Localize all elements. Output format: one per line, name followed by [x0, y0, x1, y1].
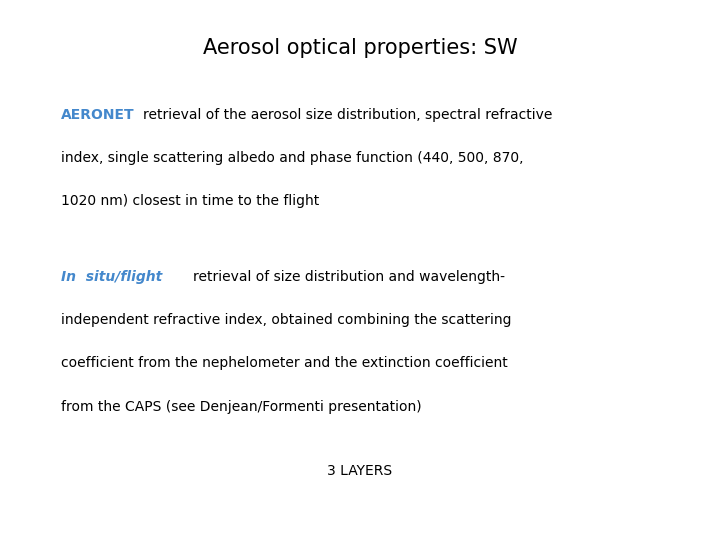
Text: AERONET: AERONET	[61, 108, 135, 122]
Text: 1020 nm) closest in time to the flight: 1020 nm) closest in time to the flight	[61, 194, 320, 208]
Text: Aerosol optical properties: SW: Aerosol optical properties: SW	[203, 38, 517, 58]
Text: coefficient from the nephelometer and the extinction coefficient: coefficient from the nephelometer and th…	[61, 356, 508, 370]
Text: from the CAPS (see Denjean/Formenti presentation): from the CAPS (see Denjean/Formenti pres…	[61, 400, 422, 414]
Text: In  situ/flight: In situ/flight	[61, 270, 163, 284]
Text: index, single scattering albedo and phase function (440, 500, 870,: index, single scattering albedo and phas…	[61, 151, 523, 165]
Text: 3 LAYERS: 3 LAYERS	[328, 464, 392, 478]
Text: independent refractive index, obtained combining the scattering: independent refractive index, obtained c…	[61, 313, 512, 327]
Text: retrieval of the aerosol size distribution, spectral refractive: retrieval of the aerosol size distributi…	[143, 108, 552, 122]
Text: retrieval of size distribution and wavelength-: retrieval of size distribution and wavel…	[193, 270, 505, 284]
